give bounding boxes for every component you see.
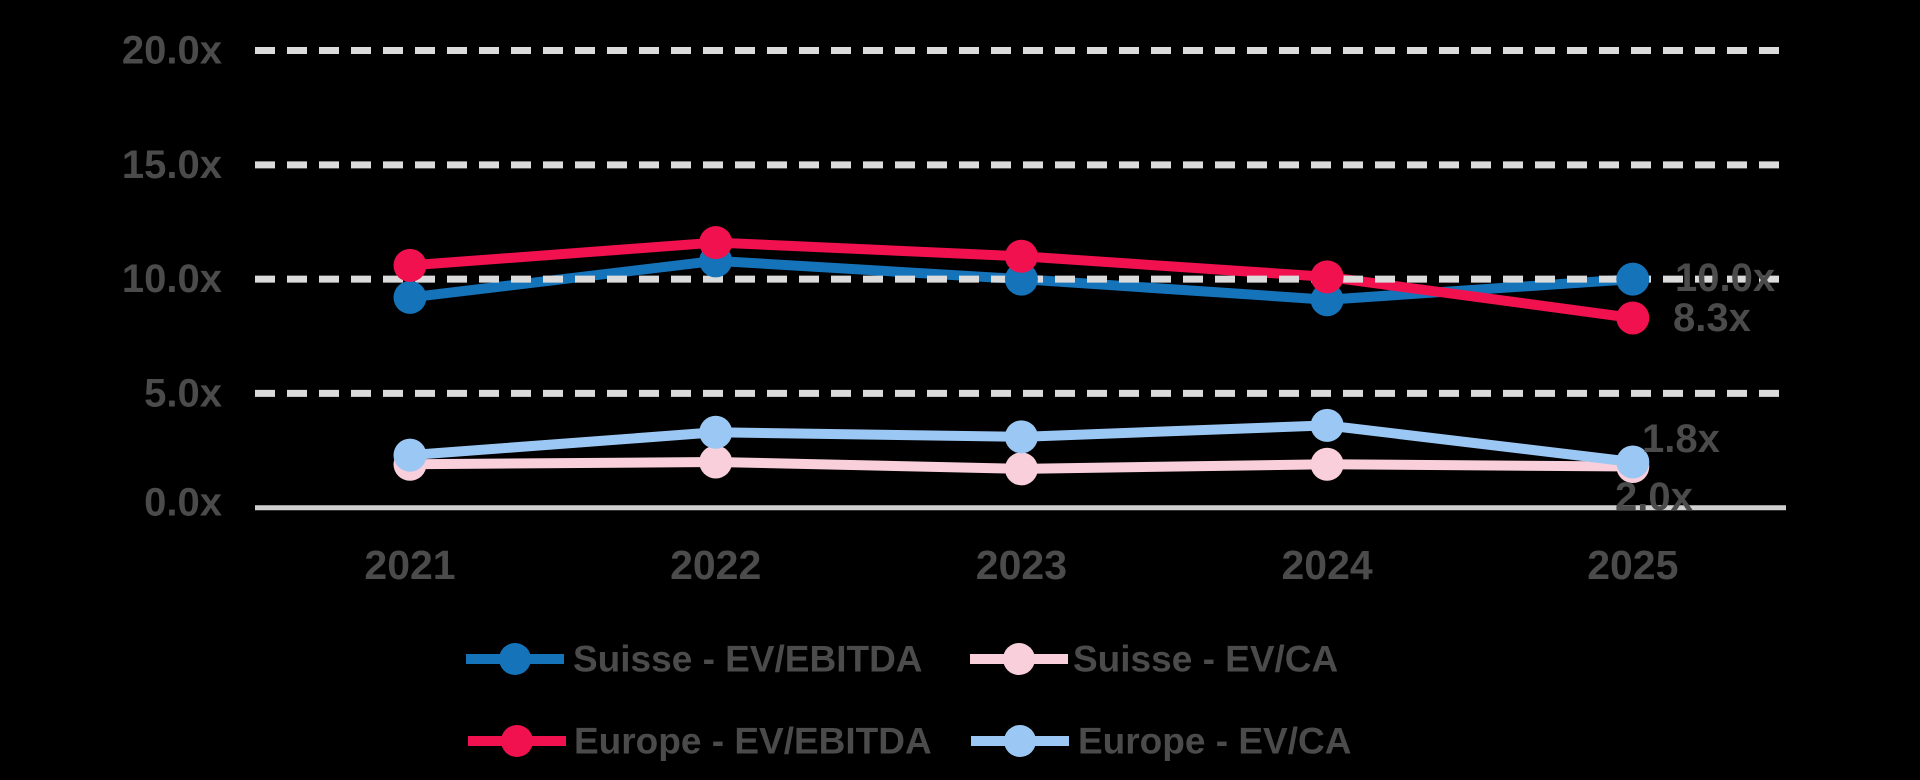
legend-marker-dot-suisse-ev-ca — [1003, 643, 1035, 675]
x-tick-label-2024: 2024 — [1281, 542, 1372, 588]
data-point-europe-ev-ca-2025 — [1616, 445, 1650, 479]
legend-marker-dot-europe-ev-ca — [1004, 725, 1036, 757]
y-tick-label-5.0x: 5.0x — [144, 371, 222, 415]
x-tick-label-2023: 2023 — [976, 542, 1067, 588]
data-point-suisse-ev-ca-2023 — [1004, 452, 1038, 486]
data-point-suisse-ev-ca-2022 — [699, 445, 733, 479]
end-label-suisse-ev-ebitda: 10.0x — [1675, 256, 1775, 300]
data-point-suisse-ev-ebitda-2021 — [393, 280, 427, 314]
legend-item-suisse-ev-ebitda: Suisse - EV/EBITDA — [466, 639, 923, 680]
end-label-europe-ev-ebitda: 8.3x — [1673, 296, 1751, 340]
x-tick-label-2021: 2021 — [364, 542, 455, 588]
legend-item-europe-ev-ebitda: Europe - EV/EBITDA — [468, 721, 932, 762]
data-point-suisse-ev-ca-2024 — [1310, 447, 1344, 481]
data-point-suisse-ev-ebitda-2024 — [1310, 283, 1344, 317]
legend-label-suisse-ev-ca: Suisse - EV/CA — [1073, 639, 1338, 680]
data-point-europe-ev-ca-2023 — [1004, 420, 1038, 454]
legend-label-suisse-ev-ebitda: Suisse - EV/EBITDA — [573, 639, 923, 680]
data-point-europe-ev-ca-2022 — [699, 415, 733, 449]
x-tick-label-2025: 2025 — [1587, 542, 1678, 588]
y-tick-label-15.0x: 15.0x — [122, 143, 222, 187]
data-point-europe-ev-ebitda-2021 — [393, 248, 427, 282]
legend-marker-dot-europe-ev-ebitda — [501, 725, 533, 757]
data-point-europe-ev-ca-2021 — [393, 438, 427, 472]
data-point-suisse-ev-ebitda-2023 — [1004, 262, 1038, 296]
y-tick-label-10.0x: 10.0x — [122, 257, 222, 301]
legend-item-europe-ev-ca: Europe - EV/CA — [971, 721, 1351, 762]
x-tick-label-2022: 2022 — [670, 542, 761, 588]
data-point-suisse-ev-ebitda-2025 — [1616, 262, 1650, 296]
data-point-europe-ev-ebitda-2025 — [1616, 301, 1650, 335]
end-label-europe-ev-ca: 2.0x — [1615, 475, 1693, 519]
legend-item-suisse-ev-ca: Suisse - EV/CA — [970, 639, 1338, 680]
y-tick-label-20.0x: 20.0x — [122, 29, 222, 73]
legend-label-europe-ev-ca: Europe - EV/CA — [1078, 721, 1351, 762]
data-point-europe-ev-ebitda-2024 — [1310, 260, 1344, 294]
legend-marker-dot-suisse-ev-ebitda — [499, 643, 531, 675]
end-label-suisse-ev-ca: 1.8x — [1642, 417, 1720, 461]
data-point-europe-ev-ebitda-2023 — [1004, 239, 1038, 273]
legend-label-europe-ev-ebitda: Europe - EV/EBITDA — [574, 721, 932, 762]
data-point-europe-ev-ca-2024 — [1310, 408, 1344, 442]
data-point-europe-ev-ebitda-2022 — [699, 226, 733, 260]
y-tick-label-0.0x: 0.0x — [144, 481, 222, 525]
